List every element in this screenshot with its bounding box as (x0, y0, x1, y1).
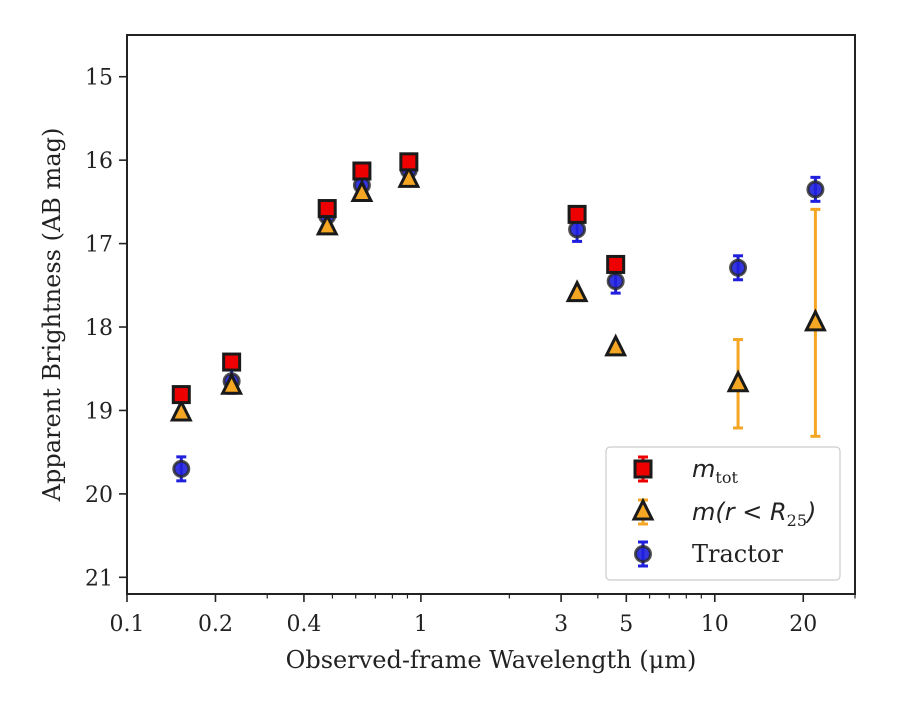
x-tick-label: 0.2 (198, 612, 233, 637)
data-point-circle (729, 254, 748, 282)
x-tick-label: 0.4 (286, 612, 321, 637)
series-circle (172, 156, 825, 483)
y-tick-label: 21 (85, 566, 113, 591)
y-tick-label: 16 (85, 149, 113, 174)
plot-frame (126, 34, 856, 595)
data-point-triangle (803, 308, 827, 332)
x-tick-label: 3 (554, 612, 568, 637)
x-axis-label: Observed-frame Wavelength (μm) (286, 646, 697, 674)
legend-label: mtot (692, 455, 738, 487)
chart-axes: 0.1 0.2 0.4 1 3 5 10 20 15 16 17 18 19 20 21 Observed-f… (38, 34, 856, 674)
x-tick-label: 10 (701, 612, 729, 637)
data-point-triangle (397, 164, 421, 188)
data-point-square (171, 385, 191, 405)
data-point-triangle (350, 179, 374, 203)
series-triangle (169, 164, 827, 438)
data-point-square (352, 161, 372, 181)
y-tick-label: 17 (85, 233, 113, 258)
chart-marks (169, 152, 827, 483)
x-tick-label: 5 (619, 612, 633, 637)
legend-label-tail: ) (805, 498, 816, 526)
data-point-circle-dot (606, 272, 625, 291)
data-point-circle-dot (806, 180, 825, 199)
data-point-circle (806, 175, 825, 203)
data-point-triangle (726, 369, 750, 393)
legend-marker-circle (634, 540, 652, 568)
legend-marker-triangle (631, 497, 655, 521)
y-tick-label: 15 (85, 66, 113, 91)
data-point-square (399, 152, 419, 172)
legend-box (605, 446, 841, 581)
x-tick-label: 1 (414, 612, 428, 637)
data-point-square (317, 199, 337, 219)
data-point-triangle (565, 279, 589, 303)
data-point-triangle (220, 371, 244, 395)
y-tick-label: 20 (85, 483, 113, 508)
legend-label-sub: 25 (787, 511, 807, 530)
legend-marker-square (633, 459, 653, 479)
data-point-triangle (315, 212, 339, 236)
data-point-square (606, 254, 626, 274)
x-tick-label: 20 (789, 612, 817, 637)
y-axis-label: Apparent Brightness (AB mag) (38, 128, 66, 503)
x-tick-label: 0.1 (110, 612, 145, 637)
legend-label-sub: tot (715, 468, 738, 487)
legend-label: Tractor (692, 540, 783, 568)
data-point-circle-dot (172, 459, 191, 478)
legend-label-main: m (692, 455, 715, 483)
data-point-circle-dot (568, 220, 587, 239)
data-point-circle (172, 455, 191, 483)
data-point-triangle (604, 333, 628, 357)
data-point-circle-dot (729, 258, 748, 277)
legend-label: m(r < R25) (692, 498, 816, 530)
chart-legend: mtot m(r < R25) Tractor (605, 446, 841, 581)
y-tick-label: 19 (85, 399, 113, 424)
data-point-square (567, 204, 587, 224)
series-square (171, 152, 626, 405)
legend-label-main: m(r < R (692, 498, 787, 526)
legend-marker-circle-dot (634, 545, 652, 563)
y-tick-label: 18 (85, 316, 113, 341)
data-point-triangle (169, 398, 193, 422)
data-point-square (222, 352, 242, 372)
